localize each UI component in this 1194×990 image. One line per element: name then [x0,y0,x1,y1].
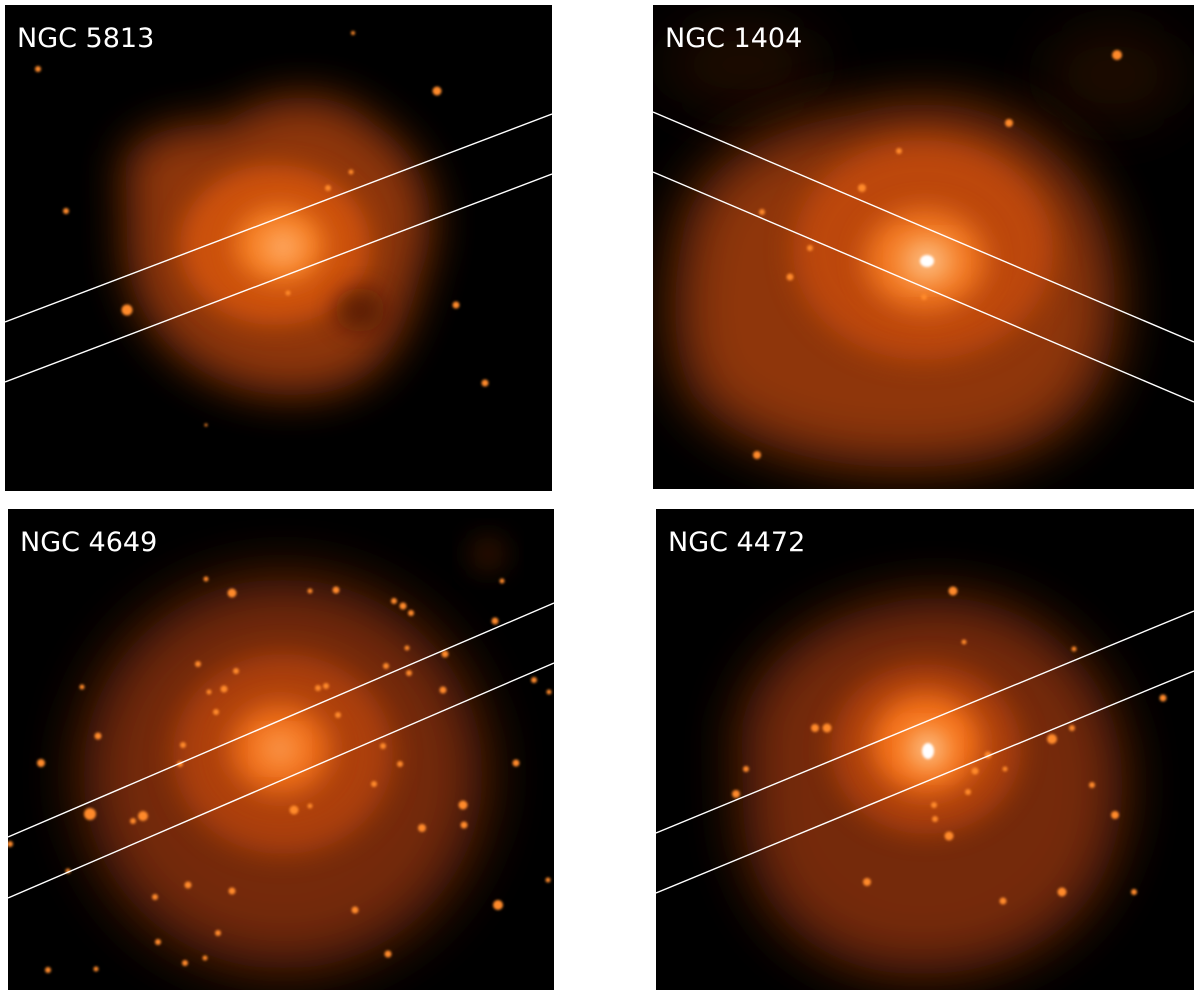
xray-image-ngc4472 [656,586,1194,975]
image-panel-ngc4649: NGC 4649 [8,509,554,990]
panel-label: NGC 1404 [665,23,803,54]
xray-image-ngc5813 [5,31,552,427]
panel-label: NGC 5813 [17,23,155,54]
panel-label: NGC 4649 [20,527,158,558]
point-sources [753,50,1122,459]
diffuse-emission [83,536,506,969]
image-panel-ngc5813: NGC 5813 [5,5,552,491]
xray-image-ngc4649 [8,536,554,973]
image-panel-ngc4472: NGC 4472 [656,509,1194,990]
xray-image-ngc1404 [653,20,1194,468]
point-sources [35,31,489,427]
slit-lines [653,111,1194,403]
diffuse-emission [740,597,1123,975]
diffuse-emission [123,96,431,396]
image-panel-ngc1404: NGC 1404 [653,5,1194,489]
slit-lines [5,113,552,383]
slit-lines [656,610,1194,894]
diffuse-emission [663,20,1183,468]
point-sources [732,586,1167,905]
point-sources [8,576,552,973]
slit-lines [8,602,554,899]
panel-label: NGC 4472 [668,527,806,558]
